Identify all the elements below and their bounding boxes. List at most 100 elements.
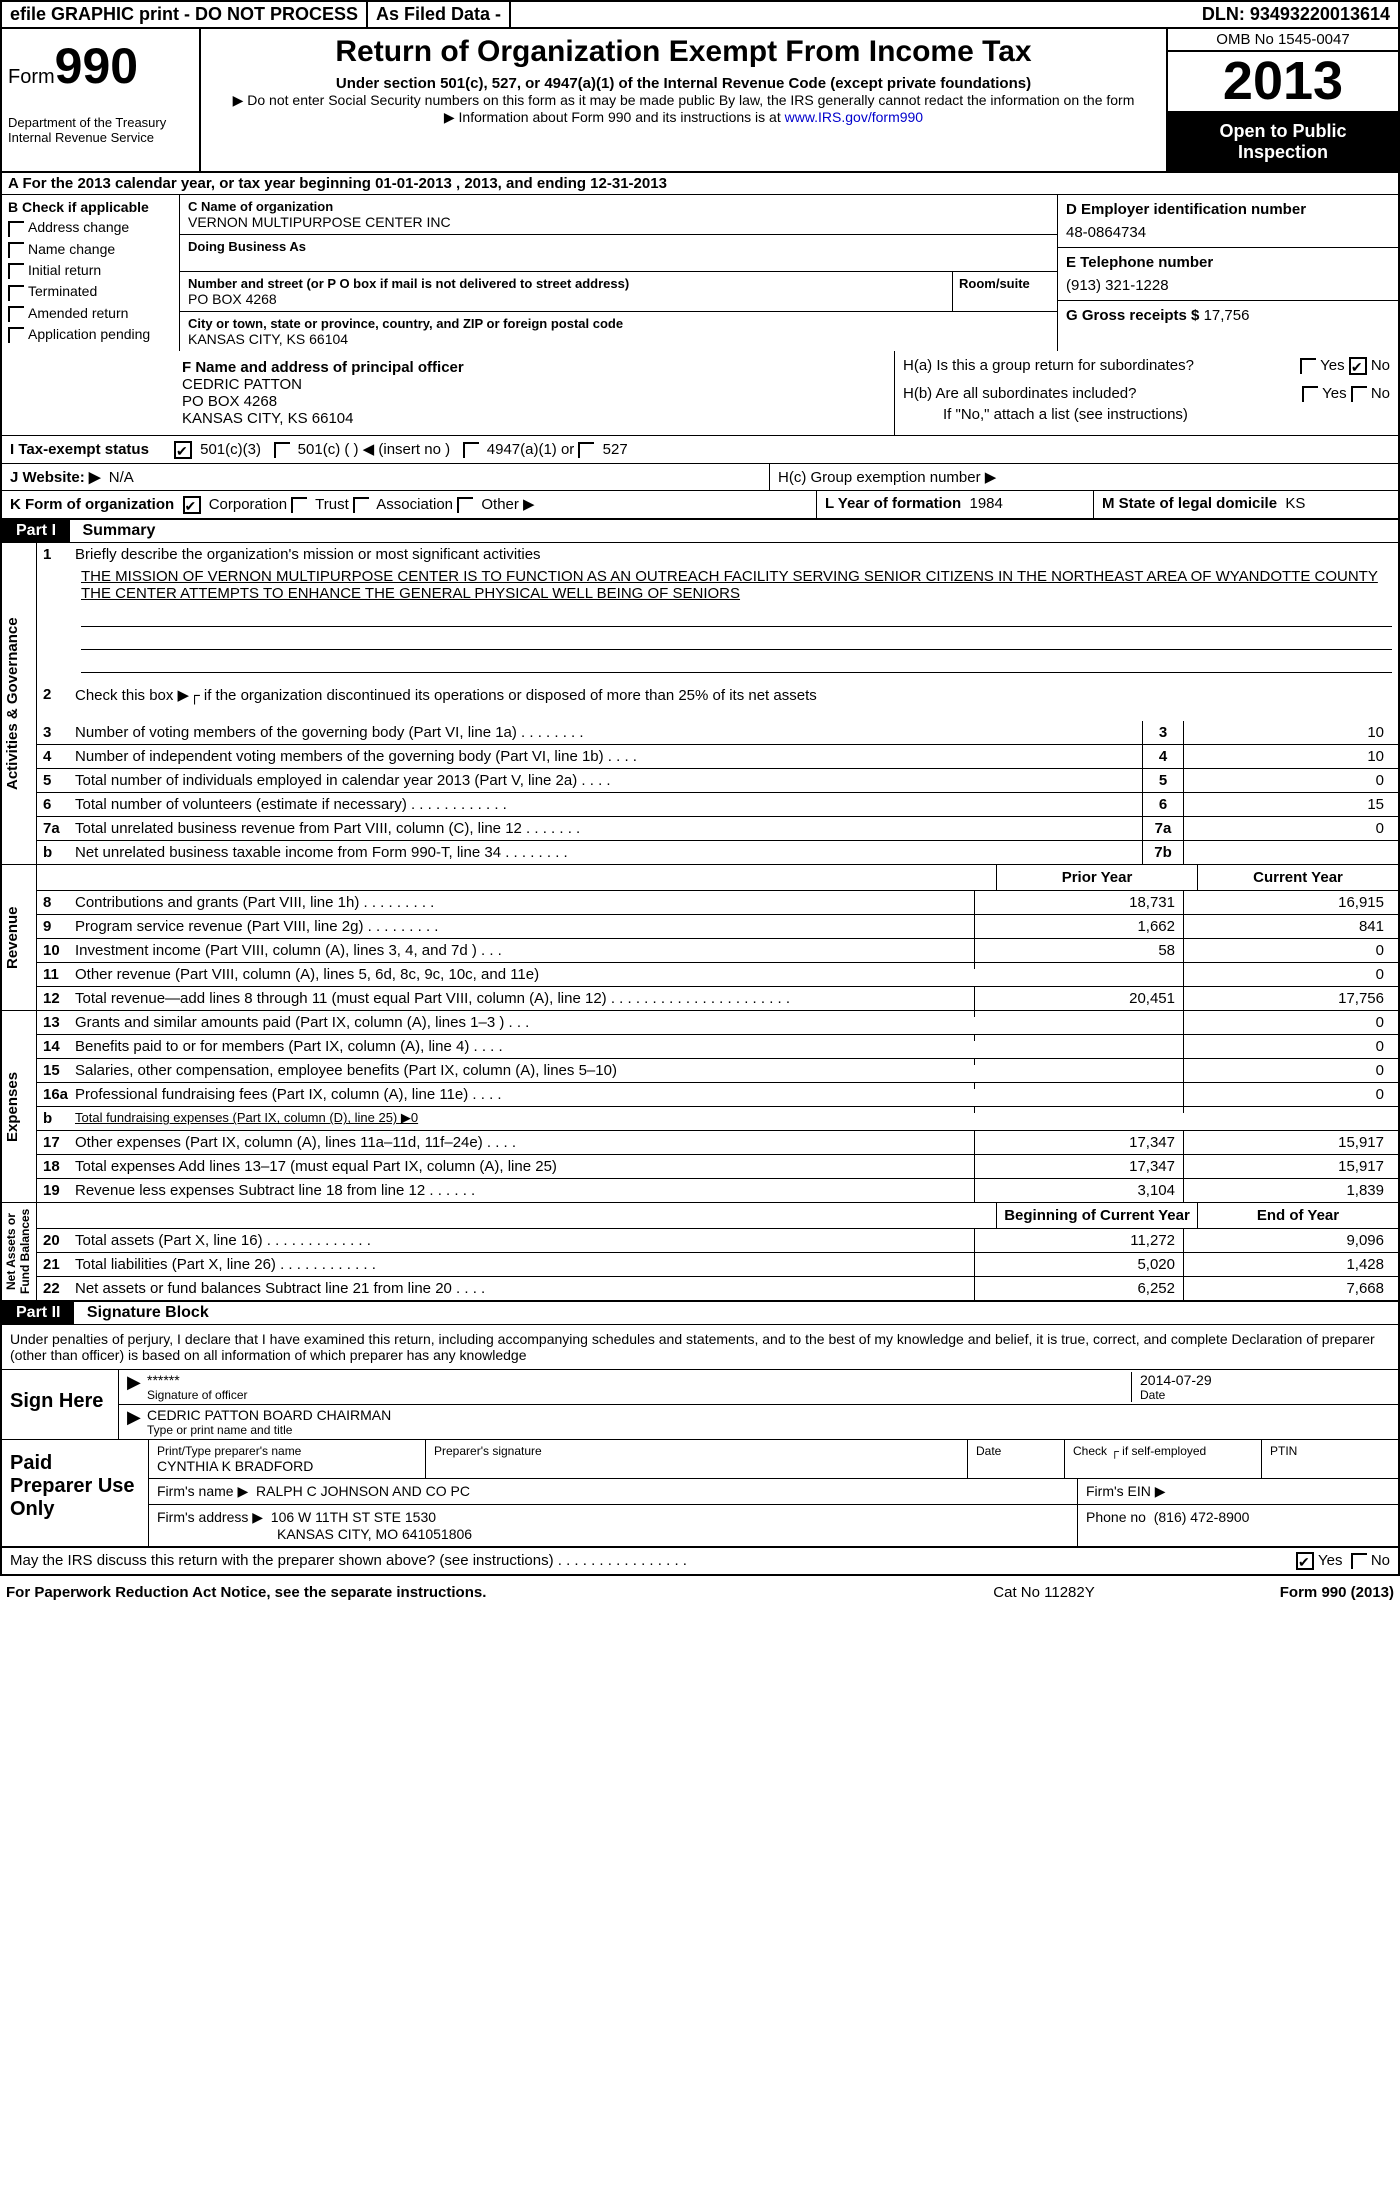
netassets-line-20: 20 Total assets (Part X, line 16) . . . … [37, 1229, 1398, 1253]
cb-ha-no[interactable] [1349, 357, 1367, 375]
irs-label: Internal Revenue Service [8, 130, 193, 145]
as-filed-label: As Filed Data - [368, 2, 511, 27]
firm-phone: (816) 472-8900 [1154, 1509, 1250, 1525]
mission-text: THE MISSION OF VERNON MULTIPURPOSE CENTE… [37, 566, 1398, 604]
efile-notice: efile GRAPHIC print - DO NOT PROCESS [2, 2, 368, 27]
revenue-line-12: 12 Total revenue—add lines 8 through 11 … [37, 987, 1398, 1010]
side-label-expenses: Expenses [2, 1011, 37, 1202]
cb-app-pending[interactable] [8, 327, 24, 343]
col-begin-year: Beginning of Current Year [996, 1203, 1197, 1228]
side-label-revenue: Revenue [2, 865, 37, 1010]
col-end-year: End of Year [1197, 1203, 1398, 1228]
col-f-officer: F Name and address of principal officer … [2, 351, 895, 435]
expense-line-16a: 16a Professional fundraising fees (Part … [37, 1083, 1398, 1107]
org-name: VERNON MULTIPURPOSE CENTER INC [188, 214, 1049, 230]
irs-link[interactable]: www.IRS.gov/form990 [785, 109, 924, 125]
cb-hb-no[interactable] [1351, 386, 1367, 402]
org-address: PO BOX 4268 [188, 291, 952, 307]
subtitle-2: ▶ Do not enter Social Security numbers o… [211, 92, 1156, 109]
signature-block: Under penalties of perjury, I declare th… [0, 1325, 1400, 1548]
revenue-line-9: 9 Program service revenue (Part VIII, li… [37, 915, 1398, 939]
expense-line-15: 15 Salaries, other compensation, employe… [37, 1059, 1398, 1083]
activities-governance: Activities & Governance 1 Briefly descri… [0, 543, 1400, 865]
open-to-public: Open to Public Inspection [1168, 113, 1398, 171]
revenue-line-8: 8 Contributions and grants (Part VIII, l… [37, 891, 1398, 915]
cb-501c[interactable] [274, 442, 290, 458]
header-right: OMB No 1545-0047 2013 Open to Public Ins… [1166, 29, 1398, 171]
firm-name: RALPH C JOHNSON AND CO PC [256, 1483, 470, 1499]
cb-discuss-yes[interactable] [1296, 1552, 1314, 1570]
perjury-statement: Under penalties of perjury, I declare th… [2, 1325, 1398, 1370]
expense-line-14: 14 Benefits paid to or for members (Part… [37, 1035, 1398, 1059]
cb-amended[interactable] [8, 306, 24, 322]
paid-preparer-grid: Paid Preparer Use Only Print/Type prepar… [2, 1440, 1398, 1546]
netassets-line-21: 21 Total liabilities (Part X, line 26) .… [37, 1253, 1398, 1277]
row-j-website: J Website: ▶ N/A H(c) Group exemption nu… [0, 464, 1400, 491]
side-label-governance: Activities & Governance [2, 543, 37, 864]
gov-line-4: 4 Number of independent voting members o… [37, 745, 1398, 769]
sign-date: 2014-07-29 [1140, 1372, 1390, 1388]
omb-number: OMB No 1545-0047 [1168, 29, 1398, 52]
top-bar: efile GRAPHIC print - DO NOT PROCESS As … [0, 0, 1400, 29]
dept-treasury: Department of the Treasury [8, 115, 193, 130]
ein: 48-0864734 [1066, 224, 1390, 241]
revenue-line-11: 11 Other revenue (Part VIII, column (A),… [37, 963, 1398, 987]
part-2-header: Part II Signature Block [0, 1302, 1400, 1325]
gov-line-7a: 7a Total unrelated business revenue from… [37, 817, 1398, 841]
cb-discuss-no[interactable] [1351, 1553, 1367, 1569]
row-k-form-org: K Form of organization Corporation Trust… [0, 491, 1400, 520]
page-footer: For Paperwork Reduction Act Notice, see … [0, 1576, 1400, 1609]
cb-assoc[interactable] [353, 497, 369, 513]
cb-initial-return[interactable] [8, 263, 24, 279]
hc-group-exemption: H(c) Group exemption number ▶ [769, 464, 1398, 490]
cb-527[interactable] [578, 442, 594, 458]
expense-line-18: 18 Total expenses Add lines 13–17 (must … [37, 1155, 1398, 1179]
gov-line-6: 6 Total number of volunteers (estimate i… [37, 793, 1398, 817]
cb-terminated[interactable] [8, 285, 24, 301]
phone: (913) 321-1228 [1066, 277, 1390, 294]
col-c-org: C Name of organization VERNON MULTIPURPO… [180, 195, 1058, 351]
form-header: Form990 Department of the Treasury Inter… [0, 29, 1400, 173]
net-assets-section: Net Assets or Fund Balances Beginning of… [0, 1203, 1400, 1302]
col-h-group: H(a) Is this a group return for subordin… [895, 351, 1398, 435]
header-left: Form990 Department of the Treasury Inter… [2, 29, 201, 171]
preparer-name: CYNTHIA K BRADFORD [157, 1458, 417, 1474]
col-defg: D Employer identification number 48-0864… [1058, 195, 1398, 351]
gov-line-b: b Net unrelated business taxable income … [37, 841, 1398, 864]
expenses-section: Expenses 13 Grants and similar amounts p… [0, 1011, 1400, 1203]
gross-receipts: 17,756 [1204, 307, 1250, 324]
identity-block: B Check if applicable Address change Nam… [0, 195, 1400, 351]
cb-corp[interactable] [183, 496, 201, 514]
cb-501c3[interactable] [174, 441, 192, 459]
expense-line-13: 13 Grants and similar amounts paid (Part… [37, 1011, 1398, 1035]
cb-4947[interactable] [463, 442, 479, 458]
form-990-page: efile GRAPHIC print - DO NOT PROCESS As … [0, 0, 1400, 1609]
row-a-tax-year: A For the 2013 calendar year, or tax yea… [0, 173, 1400, 195]
col-prior-year: Prior Year [996, 865, 1197, 890]
sign-here-grid: Sign Here ▶ ****** Signature of officer … [2, 1370, 1398, 1440]
subtitle-3: ▶ Information about Form 990 and its ins… [211, 109, 1156, 126]
firm-address: 106 W 11TH ST STE 1530 [271, 1509, 436, 1525]
cb-trust[interactable] [291, 497, 307, 513]
expense-line-b: b Total fundraising expenses (Part IX, c… [37, 1107, 1398, 1131]
row-i-tax-exempt: I Tax-exempt status 501(c)(3) 501(c) ( )… [0, 436, 1400, 464]
part-1-header: Part I Summary [0, 520, 1400, 543]
col-current-year: Current Year [1197, 865, 1398, 890]
org-city: KANSAS CITY, KS 66104 [188, 331, 1049, 347]
tax-year: 2013 [1168, 52, 1398, 113]
revenue-section: Revenue Prior Year Current Year 8 Contri… [0, 865, 1400, 1011]
cb-ha-yes[interactable] [1300, 358, 1316, 374]
officer-name: CEDRIC PATTON BOARD CHAIRMAN [147, 1407, 1390, 1423]
cb-hb-yes[interactable] [1302, 386, 1318, 402]
discuss-row: May the IRS discuss this return with the… [0, 1548, 1400, 1576]
subtitle-1: Under section 501(c), 527, or 4947(a)(1)… [211, 75, 1156, 92]
cb-address-change[interactable] [8, 221, 24, 237]
gov-line-5: 5 Total number of individuals employed i… [37, 769, 1398, 793]
officer-group-block: F Name and address of principal officer … [0, 351, 1400, 436]
col-b-checkboxes: B Check if applicable Address change Nam… [2, 195, 180, 351]
gov-line-3: 3 Number of voting members of the govern… [37, 721, 1398, 745]
side-label-netassets: Net Assets or Fund Balances [2, 1203, 37, 1300]
cb-name-change[interactable] [8, 242, 24, 258]
dln: DLN: 93493220013614 [1194, 2, 1398, 27]
cb-other[interactable] [457, 497, 473, 513]
